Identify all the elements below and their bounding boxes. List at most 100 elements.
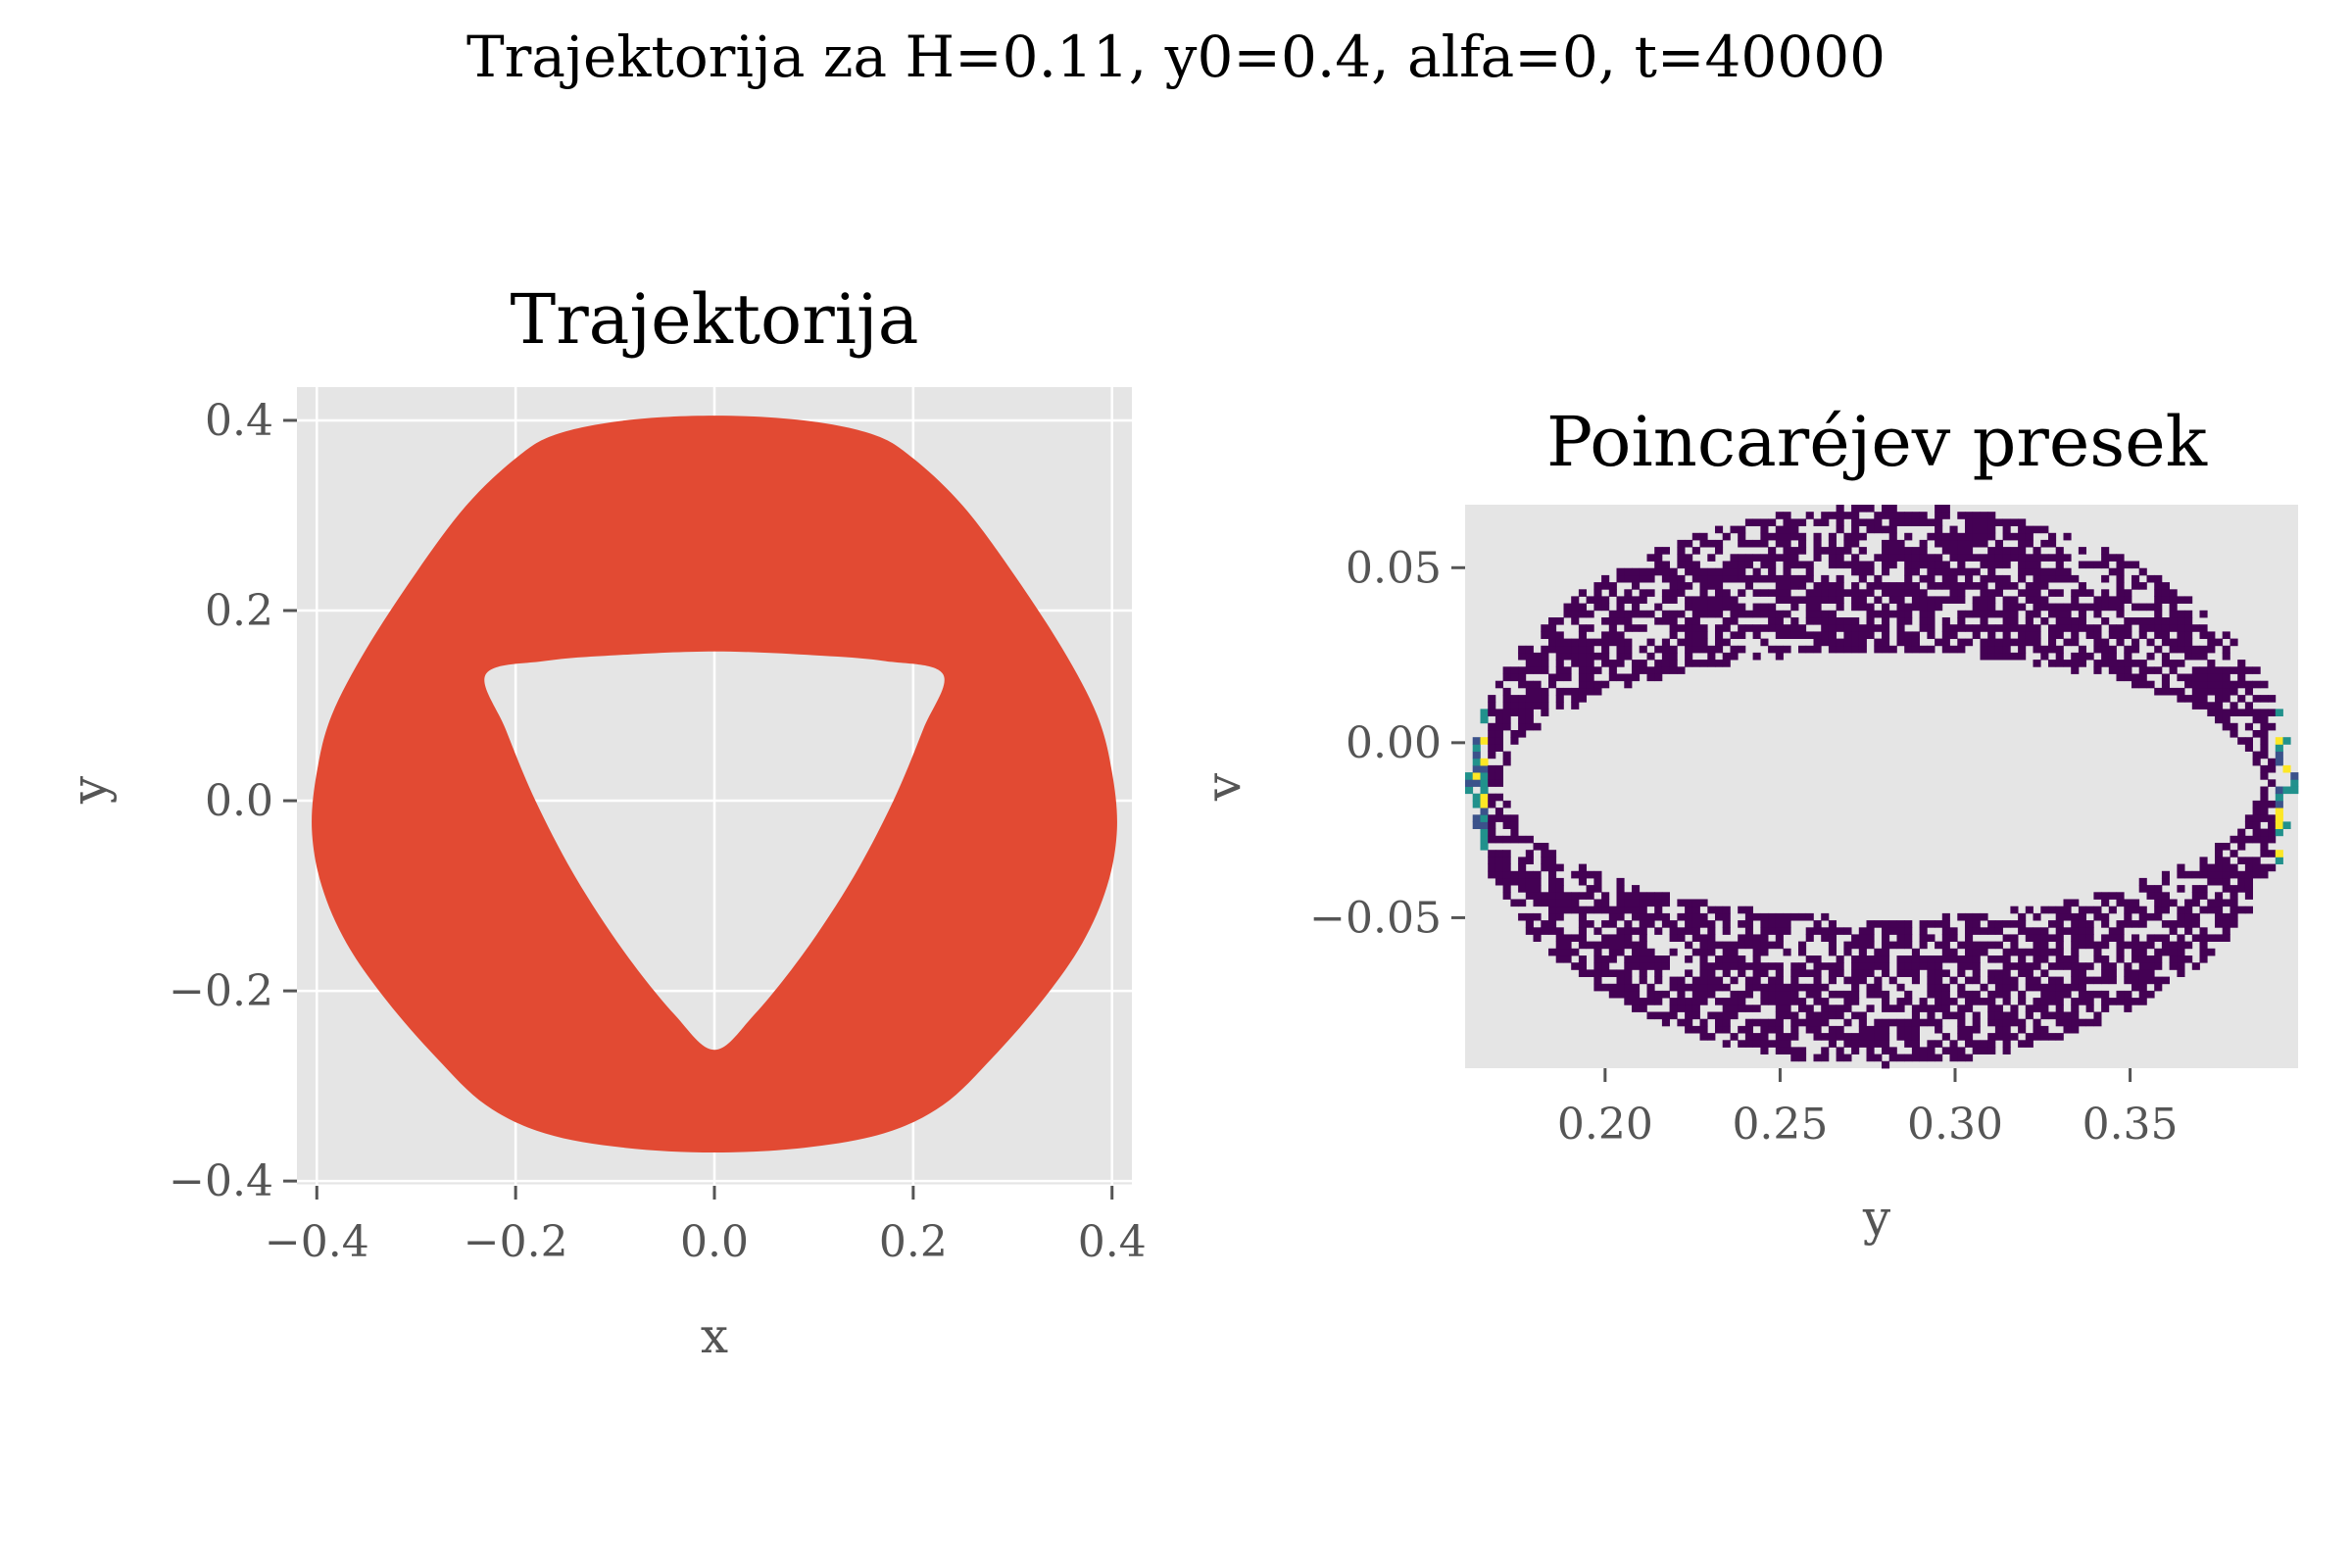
poincare-cell-1728: [2002, 518, 2011, 526]
poincare-cell-1074: [1828, 962, 1837, 970]
poincare-cell-1688: [1994, 589, 2003, 597]
poincare-cell-1695: [1994, 518, 2003, 526]
poincare-cell-2282: [2184, 617, 2193, 625]
poincare-cell-2507: [2290, 772, 2299, 780]
poincare-cell-2286: [2191, 934, 2200, 942]
poincare-cell-2399: [2230, 680, 2238, 689]
poincare-cell-1223: [1866, 582, 1875, 590]
poincare-cell-1759: [2018, 962, 2027, 970]
poincare-cell-2070: [2116, 998, 2125, 1005]
poincare-cell-783: [1744, 1033, 1753, 1041]
poincare-cell-1232: [1874, 1025, 1883, 1034]
poincare-cell-1489: [1941, 631, 1950, 639]
poincare-cell-1194: [1858, 589, 1867, 597]
poincare-cell-1980: [2078, 652, 2086, 661]
poincare-cell-307: [1593, 941, 1602, 950]
poincare-cell-1573: [1965, 582, 1974, 590]
poincare-cell-2491: [2275, 814, 2283, 822]
poincare-cell-1357: [1904, 582, 1913, 590]
poincare-cell-2160: [2138, 582, 2147, 590]
poincare-cell-2448: [2252, 709, 2261, 716]
poincare-cell-905: [1775, 610, 1784, 618]
poincare-cell-2413: [2237, 680, 2246, 689]
poincare-cell-2222: [2161, 596, 2170, 604]
poincare-cell-1696: [2002, 1047, 2011, 1054]
poincare-cell-1126: [1843, 1004, 1852, 1012]
poincare-cell-1709: [2002, 948, 2011, 956]
poincare-cell-748: [1730, 617, 1739, 625]
poincare-cell-37: [1488, 814, 1496, 822]
poincare-cell-2006: [2085, 561, 2094, 569]
poincare-cell-2344: [2215, 906, 2224, 914]
poincare-cell-473: [1646, 899, 1655, 907]
poincare-cell-2000: [2085, 906, 2094, 914]
poincare-cell-229: [1563, 892, 1572, 900]
poincare-cell-29: [1480, 709, 1489, 716]
poincare-cell-2015: [2093, 906, 2102, 914]
poincare-cell-1379: [1911, 645, 1920, 654]
poincare-cell-629: [1699, 1018, 1708, 1027]
poincare-cell-1224: [1866, 567, 1875, 576]
poincare-cell-2268: [2184, 927, 2193, 935]
poincare-cell-1532: [1957, 990, 1966, 999]
poincare-cell-2100: [2124, 962, 2132, 970]
poincare-cell-1366: [1911, 1054, 1920, 1062]
poincare-cell-720: [1722, 920, 1731, 928]
poincare-cell-1056: [1821, 624, 1830, 632]
poincare-cell-603: [1691, 990, 1700, 999]
poincare-cell-674: [1707, 603, 1716, 612]
poincare-cell-1341: [1904, 998, 1913, 1005]
poincare-cell-2412: [2237, 695, 2246, 703]
poincare-cell-18: [1480, 814, 1489, 822]
poincare-cell-1701: [2002, 1011, 2011, 1020]
poincare-cell-2497: [2275, 751, 2283, 760]
poincare-cell-2152: [2138, 680, 2147, 689]
poincare-cell-886: [1775, 1018, 1784, 1027]
poincare-cell-2267: [2184, 941, 2193, 950]
poincare-cell-2446: [2252, 730, 2261, 738]
poincare-cell-186: [1548, 892, 1557, 900]
poincare-cell-1326: [1896, 610, 1905, 618]
poincare-cell-378: [1616, 673, 1625, 682]
poincare-cell-1343: [1904, 969, 1913, 977]
poincare-cell-1766: [2018, 645, 2027, 654]
poincare-cell-190: [1548, 863, 1557, 872]
poincare-cell-1358: [1904, 574, 1913, 583]
poincare-cell-295: [1586, 652, 1594, 661]
poincare-cell-2488: [2275, 850, 2283, 858]
poincare-cell-1134: [1843, 638, 1852, 647]
poincare-cell-1955: [2071, 666, 2080, 674]
poincare-cell-176: [1541, 652, 1549, 661]
poincare-cell-2445: [2252, 751, 2261, 760]
poincare-cell-2074: [2116, 941, 2125, 950]
poincare-cell-418: [1632, 990, 1641, 999]
poincare-cell-692: [1715, 660, 1724, 667]
poincare-cell-232: [1563, 666, 1572, 674]
poincare-cell-2455: [2260, 843, 2269, 851]
poincare-cell-1636: [1980, 518, 1988, 526]
poincare-cell-1020: [1813, 990, 1822, 999]
poincare-cell-407: [1624, 645, 1633, 654]
poincare-cell-1880: [2048, 589, 2057, 597]
poincare-cell-258: [1578, 956, 1587, 963]
poincare-cell-303: [1593, 969, 1602, 977]
poincare-cell-997: [1805, 983, 1814, 992]
poincare-cell-308: [1593, 927, 1602, 935]
trajectory-ticks: −0.4 −0.2 0.0 0.2 0.4−0.4−0.20.00.20.4: [169, 396, 1147, 1267]
poincare-cell-1526: [1957, 1047, 1966, 1054]
poincare-cell-2134: [2132, 603, 2140, 612]
poincare-cell-2335: [2207, 673, 2216, 682]
poincare-cell-2460: [2260, 800, 2269, 808]
poincare-cell-1777: [2018, 539, 2027, 548]
poincare-cell-1202: [1866, 1054, 1875, 1062]
poincare-cell-963: [1790, 574, 1799, 583]
poincare-cell-1703: [2002, 990, 2011, 999]
poincare-cell-1586: [1972, 1018, 1981, 1027]
poincare-cell-1033: [1813, 603, 1822, 612]
poincare-cell-1493: [1941, 582, 1950, 590]
poincare-cell-66: [1494, 722, 1503, 731]
poincare-cell-563: [1677, 610, 1686, 618]
poincare-cell-38: [1488, 800, 1496, 808]
poincare-cell-2379: [2222, 673, 2230, 682]
poincare-cell-1293: [1888, 920, 1897, 928]
